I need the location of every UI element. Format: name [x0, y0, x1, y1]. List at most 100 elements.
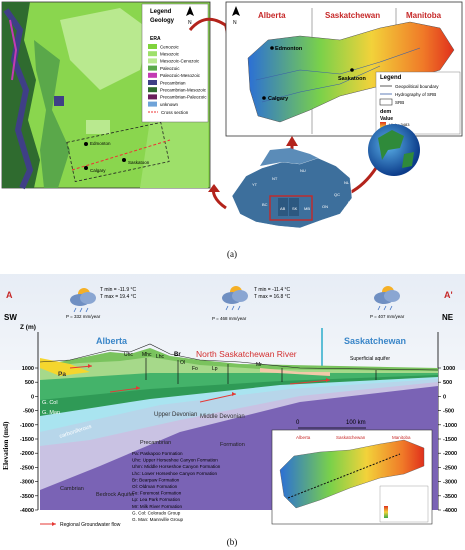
weather-tmax: T max = 16.8 °C [254, 294, 291, 300]
canada-shape [231, 157, 353, 229]
arrow-head-icon [208, 184, 220, 192]
formation-tag-lp: Lp [212, 366, 218, 372]
formation-key-item: Uhc: Upper Horseshoe Canyon Formation [132, 458, 218, 463]
right-tick-label: -1000 [443, 423, 457, 429]
formation-key-item: Br: Bearpaw Formation [132, 477, 180, 482]
formation-key-item: Mr: Milk River Formation [132, 504, 182, 509]
right-tick-label: 1000 [443, 366, 455, 372]
srb-river [261, 65, 381, 103]
formation-markers: Pa Uhc Mhc Lhc Br Ol Fo Lp Mr [58, 352, 377, 384]
right-tick-label: -500 [443, 409, 454, 415]
left-tick-label: 500 [25, 380, 34, 386]
dem-label: dem [380, 109, 391, 115]
canada-province-label: ON [322, 204, 328, 209]
cross-section-line [71, 139, 171, 171]
city-label-calgary: Calgary [90, 168, 106, 173]
superficial-aquifer [260, 368, 330, 376]
right-tick-label: -2000 [443, 451, 457, 457]
formation-key: Pa: Paskapoo Formation Uhc: Upper Horsesh… [132, 451, 221, 522]
cloud-sun-icon [374, 286, 400, 311]
canada-province-label: PE [348, 200, 354, 205]
direction-ne: NE [442, 313, 454, 322]
weather-station-1: T min = -11.9 °C T max = 19.4 °C P = 332… [66, 287, 137, 319]
formation-tag-ol: Ol [180, 360, 185, 366]
srb-legend-item: SRB [395, 100, 404, 105]
geology-map: Edmonton Saskatoon Calgary Legend Geolog… [1, 1, 211, 190]
geology-mesozoic-zone [140, 110, 208, 188]
layer-mannville [40, 374, 438, 416]
formation-key-item: Lhc: Lower Horseshoe Canyon Formation [132, 471, 217, 476]
geology-precambrian-band [3, 8, 34, 190]
formation-tag-fo: Fo [192, 366, 198, 372]
geology-legend-swatch [148, 87, 157, 93]
groundwater-legend-label: Regional Groundwater flow [60, 522, 121, 528]
dem-value-label: Value [380, 116, 393, 122]
inset-basin [279, 439, 425, 509]
superficial-aquifer-label: Superficial aquifer [350, 356, 390, 362]
layer-label-formation: Formation [220, 442, 245, 448]
svg-text:N: N [188, 20, 192, 26]
canada-arctic-shape [260, 148, 318, 166]
formation-key-item: G. Man: Mannville Group [132, 517, 184, 522]
weather-precip: P = 407 mm/year [370, 314, 405, 319]
inset-province-manitoba: Manitoba [392, 435, 411, 440]
geology-rocky-zone [2, 2, 40, 188]
layer-label-cambrian: Cambrian [60, 486, 84, 492]
right-axis-ticks: 1000 500 0 -500 -1000 -1500 -2000 -2500 -3000 -35… [438, 366, 457, 514]
srb-legend-title: Legend [380, 75, 402, 81]
layer-horseshoe-canyon [40, 348, 438, 371]
formation-tag-br: Br [174, 352, 181, 358]
geology-legend-swatch [148, 44, 157, 49]
globe-icon [368, 124, 420, 176]
srb-river [255, 47, 421, 81]
dem-high-label: High : 3483 [389, 122, 410, 127]
canada-province-label: YT [252, 182, 258, 187]
city-dot-edmonton [84, 142, 88, 146]
geology-legend-swatch [148, 51, 157, 57]
arrow-head-icon [286, 136, 298, 146]
layer-label-middle-devonian: Middle Devonian [200, 414, 245, 420]
formation-tag-lhc: Lhc [156, 354, 165, 360]
canada-province-label: MB [304, 206, 310, 211]
geology-legend-label: Mesozoic-Cenozoic [160, 59, 200, 64]
canada-province-label: NB [344, 206, 350, 211]
weather-tmin: T min = -11.4 °C [254, 287, 291, 293]
panel-a-label: (a) [227, 249, 237, 259]
canada-province-label: QC [334, 192, 340, 197]
left-tick-label: -1000 [20, 423, 34, 429]
left-tick-label: -3000 [20, 480, 34, 486]
city-dot-calgary [262, 96, 266, 100]
weather-precip: P = 468 mm/year [212, 316, 247, 321]
city-label-saskatoon: Saskatoon [128, 160, 150, 165]
geology-patch [86, 120, 110, 134]
direction-sw: SW [4, 313, 17, 322]
scale-zero: 0 [296, 420, 300, 426]
right-tick-label: -3000 [443, 480, 457, 486]
right-tick-label: -1500 [443, 437, 457, 443]
cross-section-diagram: A A' SW NE Z (m) 1000 500 0 -500 -1000 -1500 -… [0, 274, 465, 528]
geology-legend-swatch [148, 80, 157, 85]
inset-province-alberta: Alberta [296, 435, 311, 440]
groundwater-flow-arrows [69, 364, 331, 403]
river-label: North Saskatchewan River [196, 349, 297, 359]
right-tick-label: -3500 [443, 494, 457, 500]
canada-province-label: SK [292, 206, 298, 211]
left-tick-label: 1000 [22, 366, 34, 372]
left-tick-label: 0 [31, 394, 34, 400]
layer-paskapoo [40, 358, 90, 376]
geology-legend-label: Mesozoic [160, 52, 180, 57]
cloud-sun-icon [70, 288, 96, 313]
canada-province-label: BC [262, 202, 268, 207]
geology-legend-label: Precambrian [160, 80, 186, 85]
inset-map: 0 100 km Alberta Saskatchewan Manitoba [271, 420, 433, 525]
inset-section-line [287, 453, 401, 499]
geology-mesozoic-cenozoic-zone [60, 8, 150, 90]
geology-legend-swatch [148, 101, 157, 107]
city-dot-edmonton [270, 46, 274, 50]
layer-label-gcol: G. Col [42, 400, 58, 406]
srb-city-saskatoon: Saskatoon [338, 76, 366, 82]
geology-legend-label: Precambrian-Mesozoic [160, 88, 207, 93]
right-tick-label: 0 [443, 394, 446, 400]
